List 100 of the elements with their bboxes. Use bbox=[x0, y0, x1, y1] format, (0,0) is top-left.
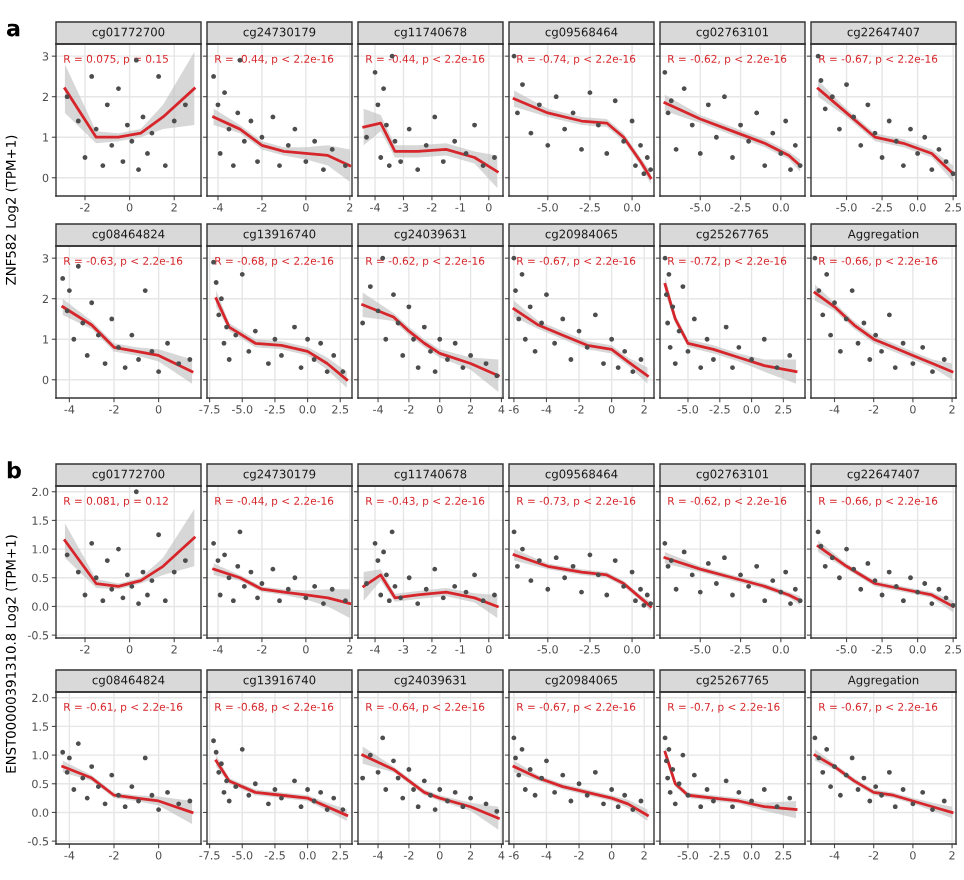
point bbox=[452, 138, 458, 144]
point bbox=[774, 804, 780, 810]
point bbox=[886, 769, 892, 775]
point bbox=[858, 586, 864, 592]
point bbox=[685, 792, 691, 798]
point bbox=[406, 575, 412, 581]
point bbox=[233, 332, 239, 338]
point bbox=[698, 365, 704, 371]
point bbox=[900, 340, 906, 346]
point bbox=[851, 114, 857, 120]
point bbox=[84, 795, 90, 801]
point bbox=[662, 69, 668, 75]
point bbox=[822, 106, 828, 112]
point bbox=[156, 532, 162, 538]
point bbox=[324, 369, 330, 375]
point bbox=[318, 340, 324, 346]
point bbox=[171, 569, 177, 575]
point bbox=[545, 586, 551, 592]
point bbox=[415, 167, 421, 173]
point bbox=[792, 586, 798, 592]
point bbox=[156, 369, 162, 375]
point bbox=[312, 583, 318, 589]
point bbox=[570, 563, 576, 569]
point bbox=[915, 589, 921, 595]
point bbox=[922, 134, 928, 140]
point bbox=[423, 142, 429, 148]
point bbox=[218, 761, 224, 767]
point bbox=[216, 312, 222, 318]
point bbox=[668, 98, 674, 104]
point bbox=[621, 583, 627, 589]
point bbox=[423, 586, 429, 592]
point bbox=[770, 130, 776, 136]
point bbox=[528, 578, 534, 584]
point bbox=[80, 775, 86, 781]
point bbox=[778, 589, 784, 595]
point bbox=[892, 365, 898, 371]
point bbox=[641, 171, 647, 177]
point bbox=[100, 598, 106, 604]
point bbox=[285, 586, 291, 592]
point bbox=[829, 94, 835, 100]
point bbox=[936, 586, 942, 592]
point bbox=[292, 575, 298, 581]
point bbox=[648, 167, 654, 173]
point bbox=[380, 735, 386, 741]
text: b bbox=[7, 461, 21, 479]
point bbox=[705, 102, 711, 108]
point bbox=[460, 804, 466, 810]
point bbox=[873, 332, 879, 338]
point bbox=[432, 566, 438, 572]
point bbox=[855, 340, 861, 346]
point bbox=[494, 808, 500, 814]
point bbox=[820, 769, 826, 775]
point bbox=[762, 598, 768, 604]
point bbox=[171, 118, 177, 124]
point bbox=[929, 167, 935, 173]
point bbox=[100, 163, 106, 169]
point bbox=[829, 555, 835, 561]
point bbox=[867, 798, 873, 804]
point bbox=[406, 304, 412, 310]
point bbox=[673, 146, 679, 152]
point bbox=[522, 336, 528, 342]
point bbox=[595, 572, 601, 578]
point bbox=[437, 336, 443, 342]
point bbox=[421, 324, 427, 330]
point bbox=[676, 781, 682, 787]
point bbox=[837, 348, 843, 354]
point bbox=[452, 583, 458, 589]
point bbox=[665, 563, 671, 569]
point bbox=[109, 586, 115, 592]
point bbox=[71, 336, 77, 342]
point bbox=[480, 598, 486, 604]
point bbox=[950, 602, 956, 608]
point bbox=[124, 572, 130, 578]
point bbox=[797, 598, 803, 604]
point bbox=[615, 804, 621, 810]
point bbox=[386, 163, 392, 169]
point bbox=[64, 552, 70, 558]
point bbox=[667, 344, 673, 350]
point bbox=[89, 540, 95, 546]
point bbox=[936, 146, 942, 152]
point bbox=[562, 126, 568, 132]
point bbox=[176, 801, 182, 807]
point bbox=[312, 138, 318, 144]
point bbox=[468, 795, 474, 801]
point bbox=[584, 792, 590, 798]
point bbox=[104, 102, 110, 108]
line-series bbox=[61, 765, 194, 814]
point bbox=[124, 122, 130, 128]
point bbox=[239, 746, 245, 752]
point bbox=[736, 789, 742, 795]
point bbox=[241, 138, 247, 144]
point bbox=[230, 163, 236, 169]
point bbox=[595, 122, 601, 128]
point bbox=[698, 804, 704, 810]
point bbox=[80, 320, 86, 326]
point bbox=[576, 781, 582, 787]
point bbox=[666, 746, 672, 752]
point bbox=[285, 142, 291, 148]
point bbox=[149, 578, 155, 584]
point bbox=[318, 789, 324, 795]
